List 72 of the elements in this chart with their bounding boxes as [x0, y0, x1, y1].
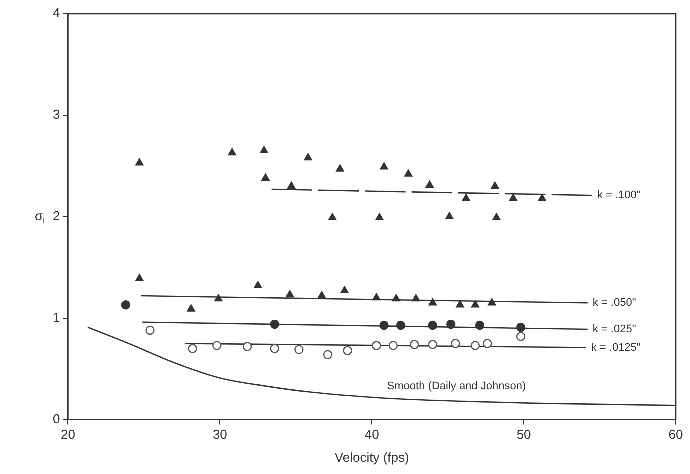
point: [136, 158, 144, 166]
point: [482, 339, 492, 348]
point: [286, 290, 294, 298]
point: [294, 345, 304, 354]
point: [340, 286, 349, 294]
point: [146, 326, 155, 336]
point: [428, 340, 438, 350]
point: [426, 180, 434, 188]
point: [412, 294, 420, 302]
point: [380, 162, 388, 170]
point: [214, 294, 223, 302]
point: [187, 304, 196, 312]
point: [388, 341, 398, 350]
point: [516, 322, 526, 332]
point: [242, 342, 252, 352]
point: [121, 300, 131, 310]
point: [212, 341, 222, 350]
point: [509, 194, 518, 202]
point: [188, 344, 198, 354]
x-tick-label: 30: [212, 427, 228, 442]
point: [471, 300, 480, 308]
point: [492, 213, 501, 221]
y-tick-label: 0: [52, 411, 60, 426]
y-tick-label: 1: [52, 310, 60, 325]
point: [428, 298, 437, 306]
point: [270, 344, 280, 354]
point: [410, 340, 420, 350]
point: [538, 194, 546, 202]
y-tick-label: 2: [52, 208, 60, 224]
point: [270, 320, 280, 330]
point: [376, 213, 384, 221]
series-label: k = .0125": [591, 342, 641, 354]
point: [318, 291, 326, 299]
point: [392, 294, 400, 302]
point: [328, 213, 337, 221]
point: [475, 320, 485, 330]
series-label: k = .025": [592, 324, 636, 336]
x-tick-label: 60: [668, 427, 684, 442]
series-label: k = .050": [592, 297, 636, 310]
point: [470, 341, 480, 350]
point: [428, 320, 438, 330]
point: [372, 341, 382, 350]
x-tick-label: 20: [60, 427, 76, 442]
point: [372, 293, 381, 301]
point: [488, 298, 496, 306]
point: [446, 320, 456, 330]
point: [451, 339, 460, 348]
series-label: k = .100": [597, 190, 641, 202]
point: [446, 212, 454, 220]
point: [262, 174, 270, 181]
point: [516, 332, 526, 342]
x-axis-title: Velocity (fps): [334, 450, 410, 465]
x-tick-label: 40: [364, 427, 380, 442]
x-tick-label: 50: [516, 427, 532, 442]
point: [343, 346, 352, 356]
point: [323, 350, 333, 360]
point: [462, 194, 470, 202]
point: [288, 182, 296, 190]
series-label: Smooth (Daily and Johnson): [387, 380, 526, 393]
y-tick-label: 3: [52, 107, 60, 122]
point: [228, 148, 236, 156]
point: [304, 153, 312, 161]
point: [254, 281, 262, 288]
point: [260, 146, 268, 154]
point: [336, 164, 344, 172]
point: [491, 182, 500, 190]
point: [396, 320, 406, 330]
point: [404, 170, 413, 177]
point: [136, 274, 144, 282]
point: [380, 320, 389, 330]
y-tick-label: 4: [52, 6, 60, 21]
point: [456, 300, 464, 308]
